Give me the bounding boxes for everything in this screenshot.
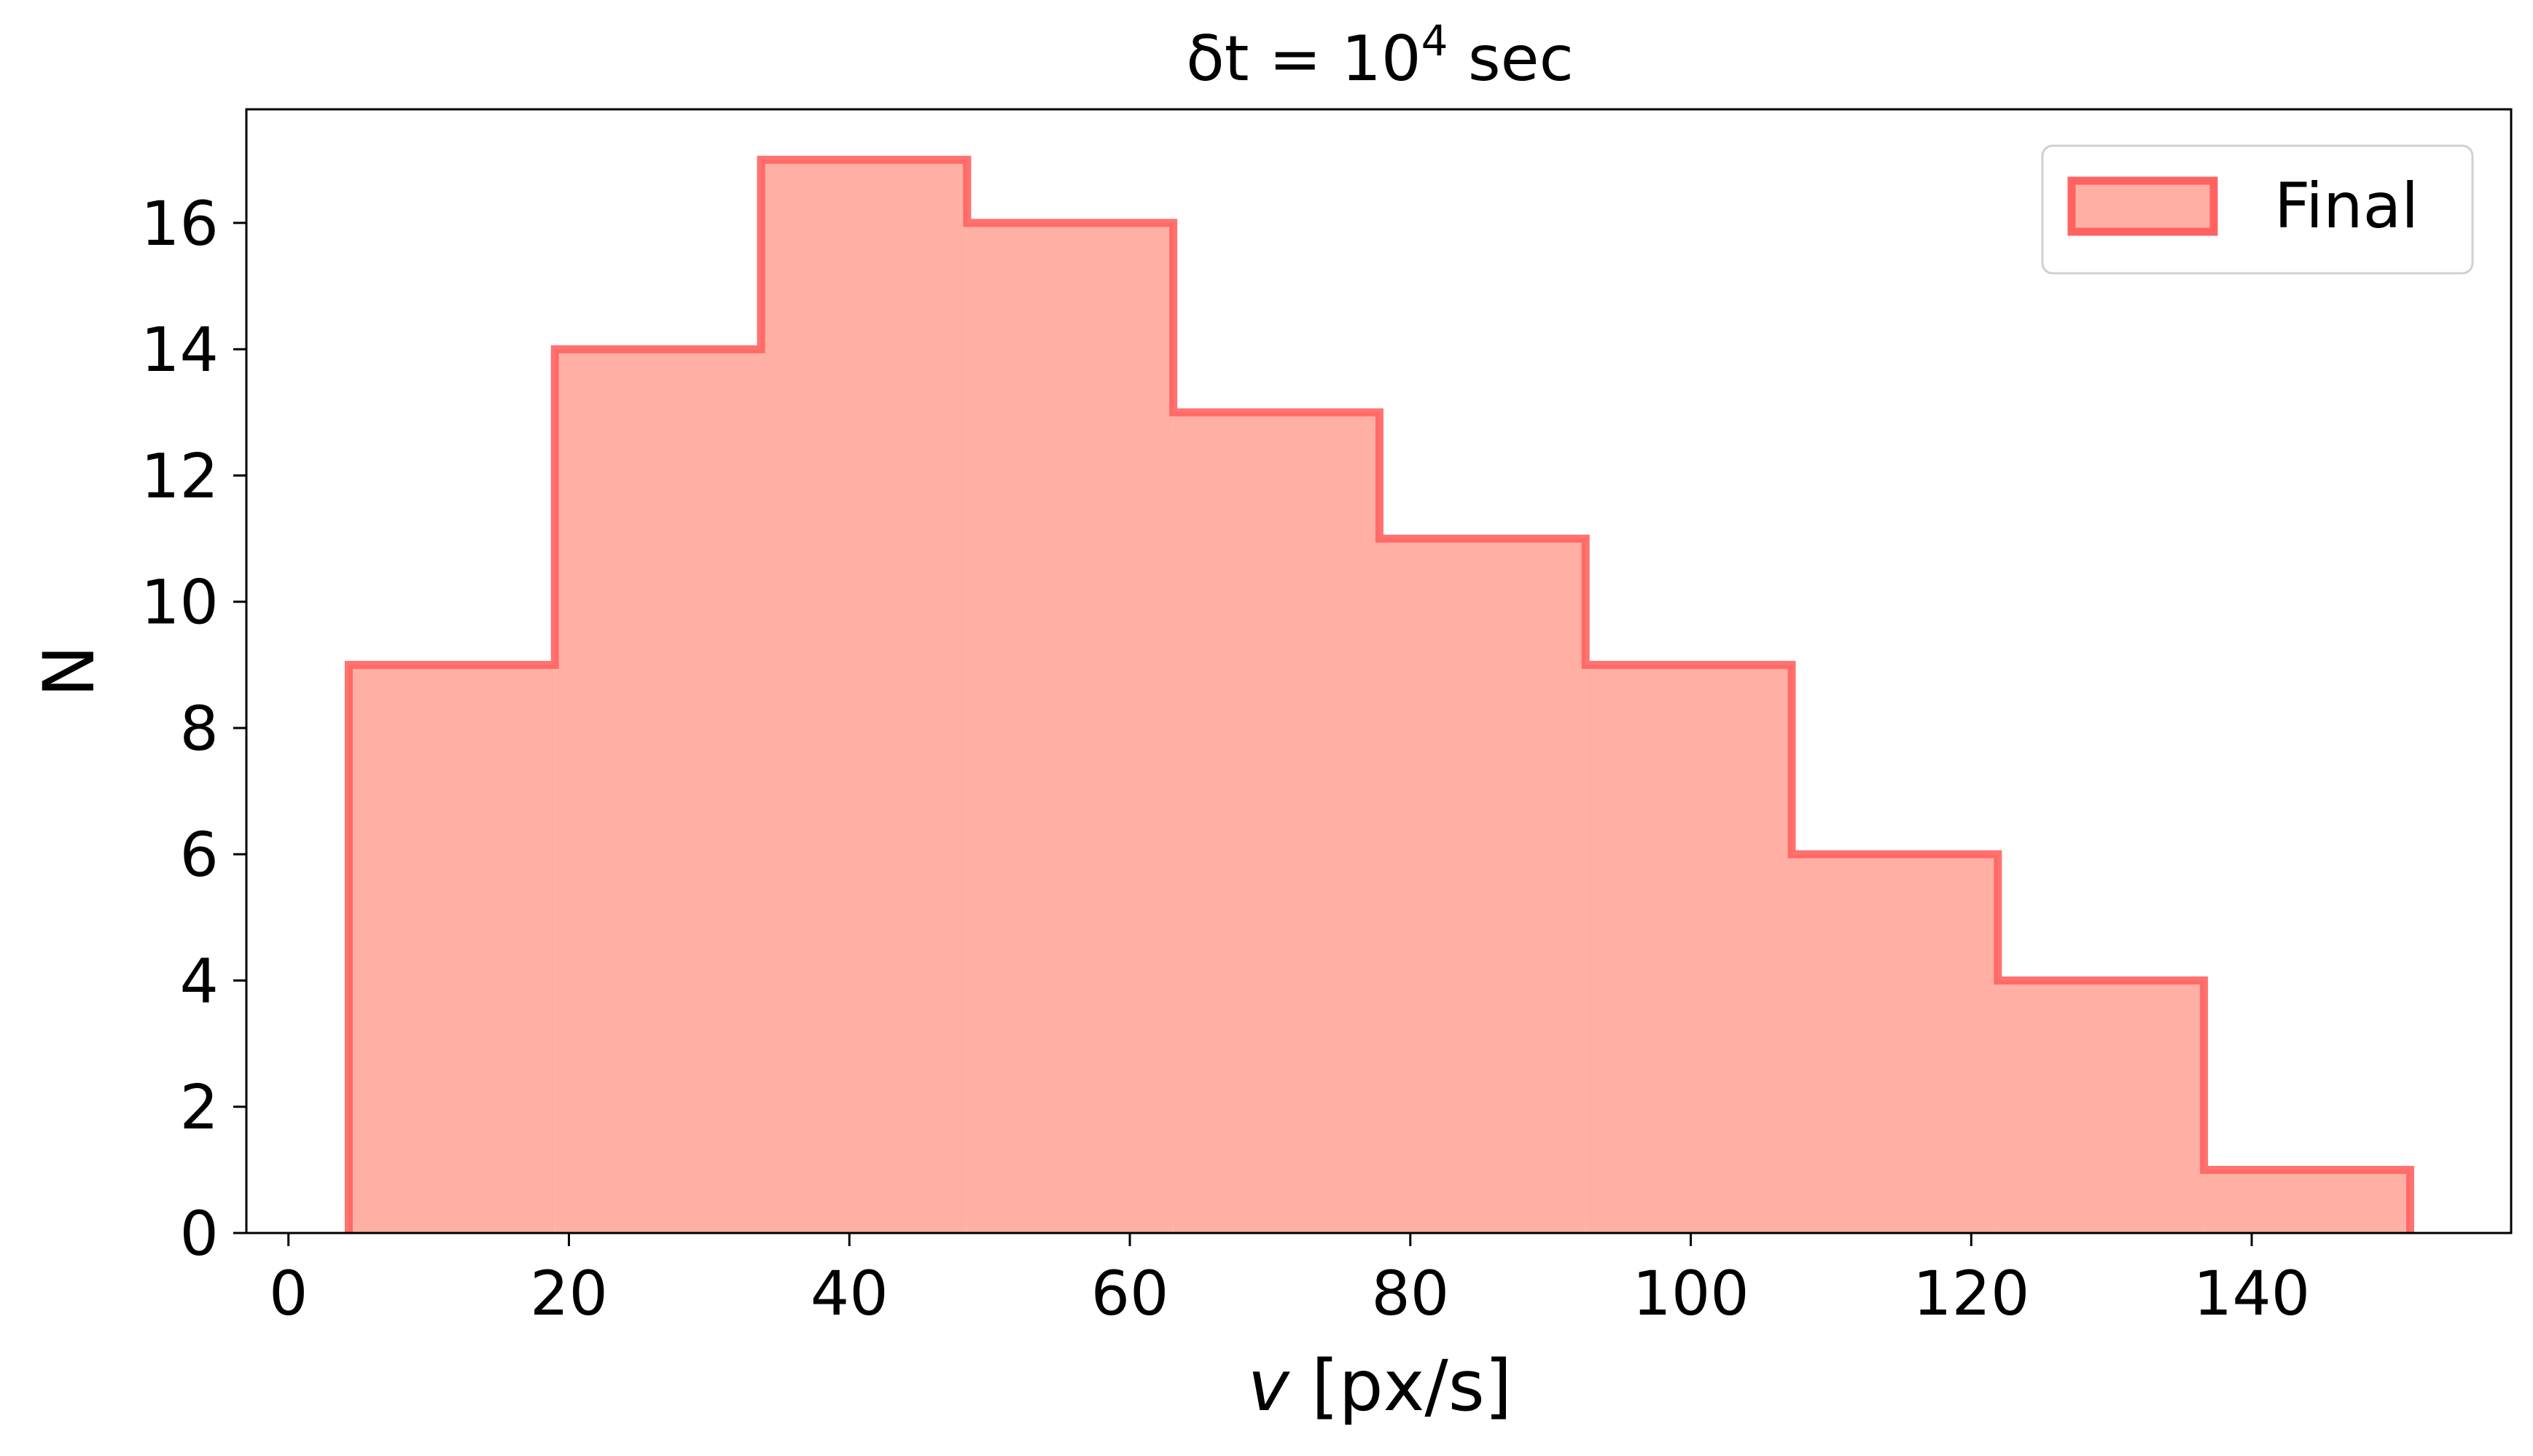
x-axis-label: v [px/s] — [1248, 1345, 1512, 1427]
y-tick-label: 10 — [141, 567, 219, 638]
histogram-bar — [1997, 980, 2204, 1233]
histogram-bar — [1792, 854, 1998, 1233]
title-superscript: 4 — [1421, 16, 1448, 66]
x-tick-label: 40 — [811, 1258, 889, 1329]
legend-label: Final — [2274, 170, 2419, 243]
histogram-bar — [1173, 412, 1380, 1233]
y-axis-ticks: 0 2 4 6 8 10 12 14 16 — [141, 188, 246, 1269]
legend: Final — [2041, 144, 2474, 275]
x-tick-label: 60 — [1091, 1258, 1169, 1329]
chart-title: δt = 104 sec — [1186, 16, 1574, 95]
y-tick-label: 2 — [180, 1072, 219, 1143]
y-tick-label: 0 — [180, 1198, 219, 1269]
histogram-bar — [761, 160, 967, 1234]
histogram-bars — [344, 155, 2414, 1234]
histogram-bar — [555, 349, 762, 1233]
histogram-bar — [1379, 539, 1586, 1233]
legend-swatch — [2067, 176, 2218, 236]
y-tick-label: 14 — [141, 314, 219, 385]
x-tick-label: 100 — [1632, 1258, 1749, 1329]
histogram-bar — [967, 222, 1174, 1233]
histogram-bar — [348, 665, 555, 1233]
x-tick-label: 80 — [1371, 1258, 1449, 1329]
y-tick-label: 12 — [141, 440, 219, 512]
y-axis-label: N — [28, 645, 110, 697]
y-tick-label: 16 — [141, 188, 219, 259]
histogram-bar — [2204, 1170, 2411, 1233]
x-tick-label: 120 — [1913, 1258, 2029, 1329]
y-tick-label: 4 — [180, 945, 219, 1017]
y-tick-label: 6 — [180, 819, 219, 891]
histogram-bar — [1585, 665, 1792, 1233]
x-tick-label: 0 — [269, 1258, 308, 1329]
x-axis-ticks: 0 20 40 60 80 100 120 140 — [269, 1233, 2310, 1329]
histogram-outline — [344, 155, 2414, 1233]
x-tick-label: 20 — [530, 1258, 608, 1329]
y-tick-label: 8 — [180, 693, 219, 764]
plot-frame — [245, 108, 2513, 1234]
x-tick-label: 140 — [2193, 1258, 2310, 1329]
